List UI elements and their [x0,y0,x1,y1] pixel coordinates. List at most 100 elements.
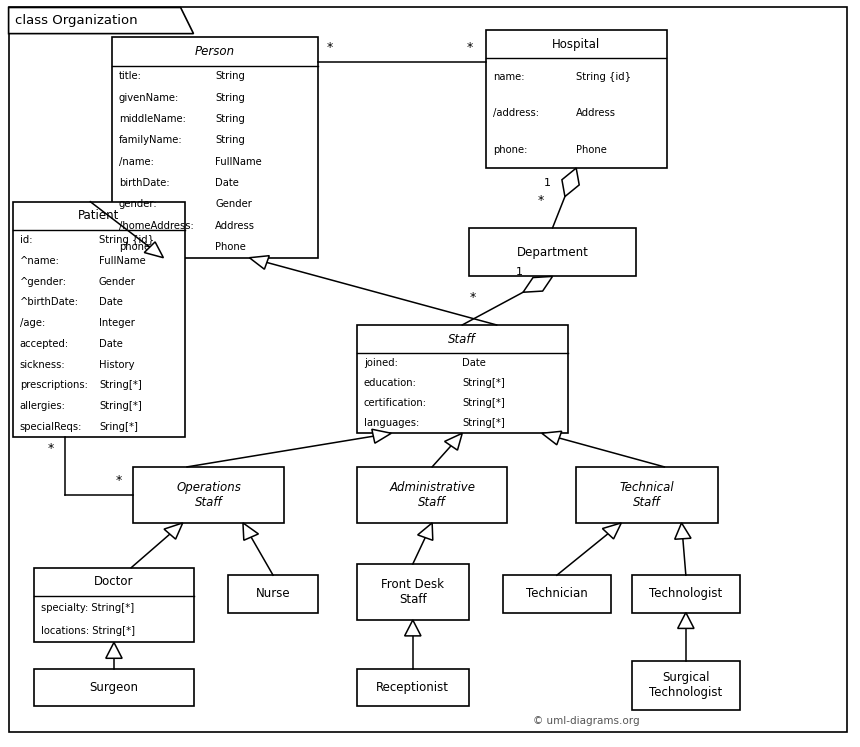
Polygon shape [372,430,391,443]
Text: *: * [116,474,122,487]
Text: Front Desk
Staff: Front Desk Staff [381,578,445,606]
Text: title:: title: [119,72,142,81]
Text: /age:: /age: [20,318,45,328]
Text: *: * [47,442,53,455]
Text: phone:: phone: [493,145,527,155]
Text: Doctor: Doctor [95,575,133,589]
Text: Surgeon: Surgeon [89,681,138,694]
Text: specialReqs:: specialReqs: [20,421,83,432]
Text: ^gender:: ^gender: [20,277,67,287]
Text: birthDate:: birthDate: [119,178,169,188]
Bar [228,575,318,613]
Text: ^birthDate:: ^birthDate: [20,297,79,308]
Bar [357,325,568,433]
Text: allergies:: allergies: [20,401,65,411]
Text: String[*]: String[*] [463,418,505,428]
Text: education:: education: [364,378,416,388]
Text: Hospital: Hospital [552,37,600,51]
Text: /address:: /address: [493,108,538,118]
Bar [576,467,718,523]
Text: String[*]: String[*] [463,398,505,409]
Polygon shape [418,523,433,540]
Text: *: * [327,41,333,54]
Bar [503,575,611,613]
Text: class Organization: class Organization [15,14,138,28]
Text: Nurse: Nurse [255,587,291,601]
Text: Department: Department [517,246,588,258]
Bar [632,661,740,710]
Text: Patient: Patient [78,209,120,223]
Text: *: * [470,291,476,304]
Polygon shape [144,242,163,258]
Polygon shape [678,613,694,628]
Text: gender:: gender: [119,199,157,209]
Text: Gender: Gender [99,277,136,287]
Text: prescriptions:: prescriptions: [20,380,88,390]
Polygon shape [243,523,259,540]
Text: Sring[*]: Sring[*] [99,421,138,432]
Text: specialty: String[*]: specialty: String[*] [41,603,134,613]
Text: name:: name: [493,72,525,81]
Bar [632,575,740,613]
Bar [34,568,194,642]
Text: Receptionist: Receptionist [377,681,449,694]
Bar [112,37,318,258]
Bar [13,202,185,437]
Text: © uml-diagrams.org: © uml-diagrams.org [533,716,640,726]
Text: String: String [215,72,245,81]
Polygon shape [445,433,463,450]
Text: *: * [467,41,473,54]
Text: FullName: FullName [99,256,145,266]
Text: givenName:: givenName: [119,93,179,103]
Text: String: String [215,114,245,124]
Text: /name:: /name: [119,157,154,167]
Bar [34,669,194,706]
Polygon shape [249,255,269,269]
Polygon shape [675,523,691,539]
Text: Phone: Phone [576,145,607,155]
Text: Person: Person [195,45,235,58]
Text: Staff: Staff [448,332,476,346]
Text: sickness:: sickness: [20,359,65,370]
Text: Technical
Staff: Technical Staff [620,481,674,509]
Text: String: String [215,135,245,146]
Text: String[*]: String[*] [99,380,142,390]
Text: String[*]: String[*] [99,401,142,411]
Text: Phone: Phone [215,242,246,252]
Text: FullName: FullName [215,157,261,167]
Text: String[*]: String[*] [463,378,505,388]
Bar [357,564,469,620]
Text: Date: Date [99,297,123,308]
Text: familyName:: familyName: [119,135,182,146]
Bar [486,30,666,168]
Text: certification:: certification: [364,398,427,409]
Bar [469,228,636,276]
Polygon shape [542,431,562,444]
Text: middleName:: middleName: [119,114,186,124]
Polygon shape [602,523,621,539]
Text: String {id}: String {id} [576,72,631,81]
Bar [133,467,284,523]
Text: Operations
Staff: Operations Staff [176,481,241,509]
Text: Surgical
Technologist: Surgical Technologist [649,672,722,699]
Text: Address: Address [215,220,255,231]
Polygon shape [164,523,182,539]
Text: id:: id: [20,235,33,246]
Text: 1: 1 [516,267,523,277]
Text: History: History [99,359,134,370]
Text: Integer: Integer [99,318,135,328]
Polygon shape [523,276,553,292]
Text: *: * [538,194,544,207]
Text: Technician: Technician [526,587,587,601]
Text: Address: Address [576,108,617,118]
Text: accepted:: accepted: [20,339,69,349]
Text: ^name:: ^name: [20,256,59,266]
Bar [357,467,507,523]
Bar [357,669,469,706]
Text: phone:: phone: [119,242,153,252]
Text: Technologist: Technologist [649,587,722,601]
Text: Gender: Gender [215,199,252,209]
Text: String {id}: String {id} [99,235,154,246]
Text: Date: Date [215,178,239,188]
Text: languages:: languages: [364,418,419,428]
